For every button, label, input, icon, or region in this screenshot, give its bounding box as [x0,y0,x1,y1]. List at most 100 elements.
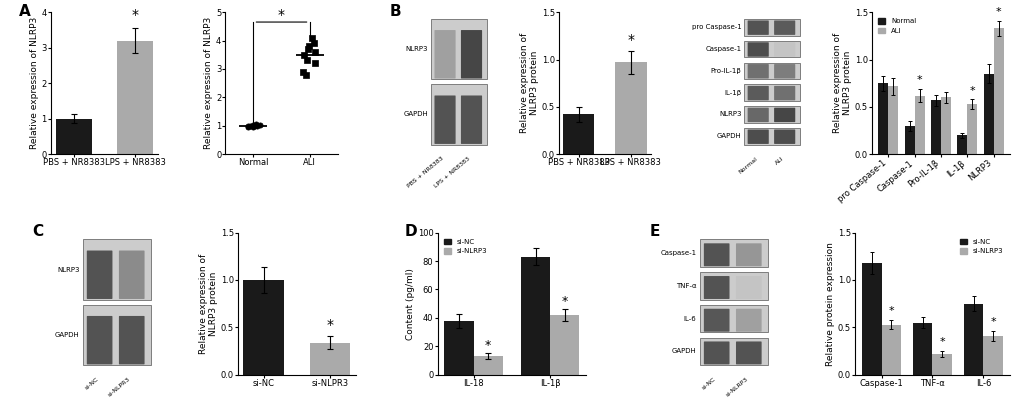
Point [249,123,265,129]
Y-axis label: Relative expression of NLRP3: Relative expression of NLRP3 [30,17,39,150]
Y-axis label: Relative protein expression: Relative protein expression [825,242,835,366]
FancyBboxPatch shape [736,341,761,364]
Bar [993,28,1003,154]
FancyBboxPatch shape [87,316,112,364]
Text: *: * [278,8,284,22]
FancyBboxPatch shape [703,309,729,332]
Point [246,123,262,130]
FancyBboxPatch shape [747,21,768,35]
Point [246,123,262,129]
Bar [880,324,900,375]
FancyBboxPatch shape [773,86,795,100]
Text: Normal: Normal [737,156,757,174]
FancyBboxPatch shape [703,341,729,364]
Point [248,121,264,128]
Bar [931,354,951,375]
Point [298,71,314,78]
Text: LPS + NR8383: LPS + NR8383 [433,156,471,189]
Text: *: * [561,295,568,308]
Point [245,124,261,131]
Text: A: A [19,4,31,19]
Text: Caspase-1: Caspase-1 [659,250,696,256]
Text: *: * [916,75,921,85]
Y-axis label: Relative expression of
NLRP3 protein: Relative expression of NLRP3 protein [519,33,538,133]
Text: si-NLRP3: si-NLRP3 [723,376,748,398]
Point [242,123,258,129]
Point [299,57,315,64]
Bar [904,126,914,154]
FancyBboxPatch shape [119,316,145,364]
FancyBboxPatch shape [773,42,795,57]
Bar [888,86,898,154]
Bar [930,100,941,154]
FancyBboxPatch shape [736,243,761,266]
FancyBboxPatch shape [434,96,455,144]
FancyBboxPatch shape [736,309,761,332]
Text: GAPDH: GAPDH [55,332,79,338]
Bar [444,321,473,375]
Text: Pro-IL-1β: Pro-IL-1β [710,68,741,74]
Point [305,40,321,47]
FancyBboxPatch shape [747,108,768,122]
Text: NLRP3: NLRP3 [718,112,741,118]
FancyBboxPatch shape [699,239,767,267]
Text: IL-6: IL-6 [683,316,696,322]
Text: PBS + NR8383: PBS + NR8383 [407,156,444,189]
Point [307,49,323,55]
Text: pro Caspase-1: pro Caspase-1 [691,24,741,30]
Legend: Normal, ALI: Normal, ALI [874,16,918,37]
FancyBboxPatch shape [431,84,487,145]
Text: *: * [938,337,944,347]
Text: E: E [648,224,659,239]
Y-axis label: Relative expression of
NLRP3 protein: Relative expression of NLRP3 protein [832,33,851,133]
FancyBboxPatch shape [773,21,795,35]
Point [252,122,268,129]
FancyBboxPatch shape [736,276,761,299]
Point [239,123,256,129]
FancyBboxPatch shape [83,239,151,300]
FancyBboxPatch shape [461,96,482,144]
Legend: si-NC, si-NLRP3: si-NC, si-NLRP3 [957,236,1006,257]
Bar [941,98,950,154]
FancyBboxPatch shape [431,19,487,79]
FancyBboxPatch shape [434,30,455,79]
Bar [963,304,982,375]
FancyBboxPatch shape [747,129,768,144]
FancyBboxPatch shape [747,42,768,57]
Bar [957,135,966,154]
Point [304,35,320,41]
FancyBboxPatch shape [699,338,767,365]
FancyBboxPatch shape [703,243,729,266]
FancyBboxPatch shape [744,41,800,57]
FancyBboxPatch shape [699,272,767,300]
FancyBboxPatch shape [773,129,795,144]
Text: si-NLPR3: si-NLPR3 [107,376,131,398]
Bar [614,62,646,154]
Text: B: B [389,4,400,19]
FancyBboxPatch shape [744,128,800,145]
Bar [966,104,976,154]
Text: *: * [627,33,634,47]
Text: *: * [484,339,491,352]
Bar [56,119,93,154]
Text: *: * [989,318,995,328]
Text: GAPDH: GAPDH [716,133,741,139]
Bar [914,96,924,154]
FancyBboxPatch shape [744,19,800,35]
Bar [244,280,283,375]
Text: NLRP3: NLRP3 [406,46,428,52]
Text: *: * [888,306,894,316]
Point [307,60,323,66]
Bar [549,315,579,375]
Text: D: D [405,224,417,239]
Y-axis label: Relative expression of NLRP3: Relative expression of NLRP3 [204,17,213,150]
Text: *: * [326,318,333,332]
Bar [982,336,1002,375]
Bar [912,323,931,375]
FancyBboxPatch shape [744,62,800,79]
Bar [877,83,888,154]
FancyBboxPatch shape [744,84,800,101]
Y-axis label: Relative expression of
NLRP3 protein: Relative expression of NLRP3 protein [199,253,218,354]
FancyBboxPatch shape [87,251,112,299]
FancyBboxPatch shape [747,64,768,79]
